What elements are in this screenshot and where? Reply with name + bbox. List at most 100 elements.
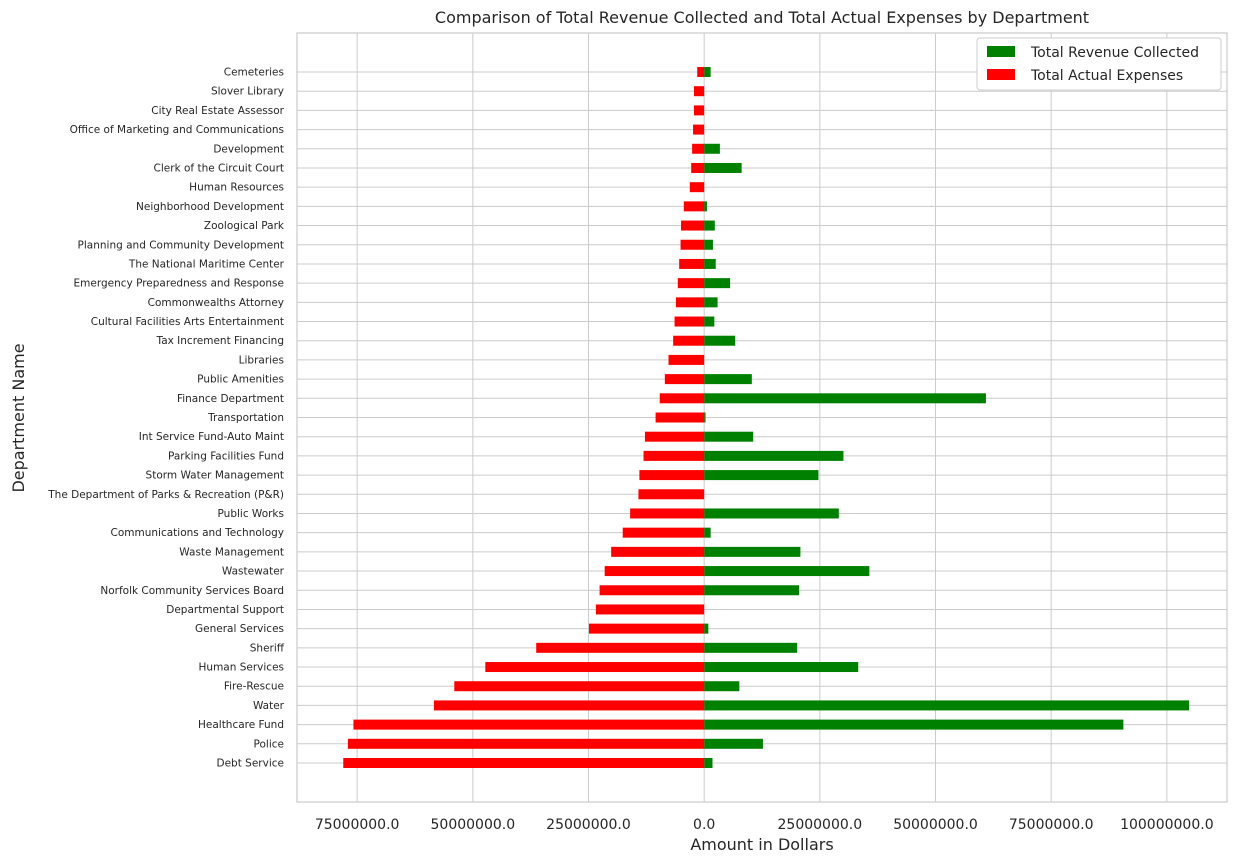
x-tick-labels: 75000000.0 50000000.0 25000000.0 0.0 2500000… [315, 817, 1214, 833]
y-tick-label: The Department of Parks & Recreation (P&… [47, 489, 284, 501]
y-tick-label: Fire-Rescue [224, 681, 284, 693]
y-tick-label: Int Service Fund-Auto Maint [139, 431, 284, 443]
y-tick-label: Libraries [239, 354, 284, 366]
expenses-bar [680, 239, 705, 250]
y-tick-label: Neighborhood Development [136, 201, 284, 213]
revenue-bar [704, 758, 713, 768]
plot-frame [296, 32, 1228, 803]
x-axis-label: Amount in Dollars [690, 835, 833, 854]
revenue-bar [704, 642, 798, 653]
x-tick-label: 75000000.0 [315, 817, 400, 833]
y-tick-label: Commonwealths Attorney [148, 297, 284, 309]
expenses-bar [643, 450, 705, 461]
revenue-bar [704, 470, 819, 481]
revenue-bar [704, 566, 870, 577]
expenses-bar [673, 335, 705, 346]
y-tick-label: Public Amenities [197, 374, 284, 386]
expenses-bar [697, 67, 705, 77]
expenses-bar [595, 604, 705, 615]
legend-swatch-revenue [987, 46, 1015, 57]
expenses-bar [668, 354, 705, 365]
y-tick-label: Police [254, 738, 284, 750]
expenses-bar [347, 738, 705, 749]
y-tick-label: Public Works [218, 508, 284, 520]
y-tick-label: Emergency Preparedness and Response [74, 278, 284, 290]
expenses-bar [693, 86, 705, 97]
y-tick-label: Tax Increment Financing [156, 335, 284, 347]
y-tick-label: General Services [195, 623, 284, 635]
x-tick-label: 100000000.0 [1120, 817, 1214, 833]
expenses-bar [683, 201, 705, 212]
revenue-bar [704, 719, 1124, 730]
revenue-bar [704, 681, 740, 692]
y-tick-label: Sheriff [250, 642, 285, 654]
expenses-bar [638, 489, 705, 500]
revenue-bar [704, 278, 731, 289]
expenses-bar [693, 105, 705, 116]
expenses-bar [664, 374, 705, 385]
expenses-bar [536, 642, 705, 653]
y-tick-label: Norfolk Community Services Board [100, 585, 284, 597]
legend-swatch-expenses [987, 69, 1015, 80]
y-tick-label: Planning and Community Development [78, 239, 284, 251]
expenses-bar [604, 566, 705, 577]
y-tick-label: Departmental Support [166, 604, 284, 616]
y-tick-label: Wastewater [222, 566, 285, 578]
y-tick-label: Cemeteries [224, 67, 284, 79]
revenue-bar [704, 546, 801, 557]
expenses-bar [343, 758, 705, 768]
y-tick-label: City Real Estate Assessor [151, 105, 284, 117]
revenue-bar [704, 623, 709, 634]
y-tick-label: Transportation [207, 412, 284, 424]
legend-label-expenses: Total Actual Expenses [1030, 68, 1183, 84]
revenue-bar [704, 201, 707, 212]
legend-frame [976, 37, 1222, 91]
y-tick-label: Debt Service [217, 758, 284, 770]
revenue-bar [704, 508, 839, 519]
expenses-bar [611, 546, 705, 557]
revenue-bar [704, 220, 715, 231]
y-tick-label: Finance Department [177, 393, 284, 405]
y-tick-label: Healthcare Fund [198, 719, 284, 731]
legend: Total Revenue Collected Total Actual Exp… [976, 37, 1222, 91]
y-tick-label: Cultural Facilities Arts Entertainment [91, 316, 284, 328]
y-tick-label: Storm Water Management [146, 470, 284, 482]
revenue-bar [704, 700, 1190, 711]
y-tick-label: Parking Facilities Fund [168, 450, 284, 462]
revenue-bar [704, 143, 720, 154]
y-tick-label: Waste Management [179, 546, 284, 558]
expenses-bar [675, 297, 705, 308]
revenue-bar [704, 662, 859, 673]
x-tick-label: 25000000.0 [778, 817, 863, 833]
expenses-bar [644, 431, 705, 442]
expenses-bar [659, 393, 705, 404]
legend-label-revenue: Total Revenue Collected [1030, 45, 1199, 61]
expenses-bar [630, 508, 705, 519]
expenses-bar [588, 623, 705, 634]
plot-area [296, 32, 1228, 803]
y-tick-label: Clerk of the Circuit Court [154, 162, 284, 174]
revenue-bar [704, 297, 718, 308]
expenses-bar [691, 162, 705, 173]
expenses-bar [677, 278, 705, 289]
revenue-bar [704, 258, 716, 269]
x-tick-label: 25000000.0 [546, 817, 631, 833]
x-tick-label: 75000000.0 [1009, 817, 1094, 833]
expenses-bar [353, 719, 705, 730]
x-gridlines [356, 33, 1168, 802]
expenses-bar [454, 681, 705, 692]
revenue-bar [704, 585, 800, 596]
y-tick-label: Communications and Technology [111, 527, 284, 539]
y-tick-label: The National Maritime Center [128, 258, 285, 270]
x-tick-label: 50000000.0 [893, 817, 978, 833]
revenue-bar [704, 316, 715, 327]
revenue-bar [704, 162, 742, 173]
expenses-bar [599, 585, 705, 596]
revenue-bar [704, 431, 754, 442]
y-tick-label: Development [213, 143, 284, 155]
y-tick-label: Zoological Park [204, 220, 285, 232]
expenses-bar [639, 470, 705, 481]
y-tick-label: Water [253, 700, 285, 712]
bars [343, 67, 1190, 768]
